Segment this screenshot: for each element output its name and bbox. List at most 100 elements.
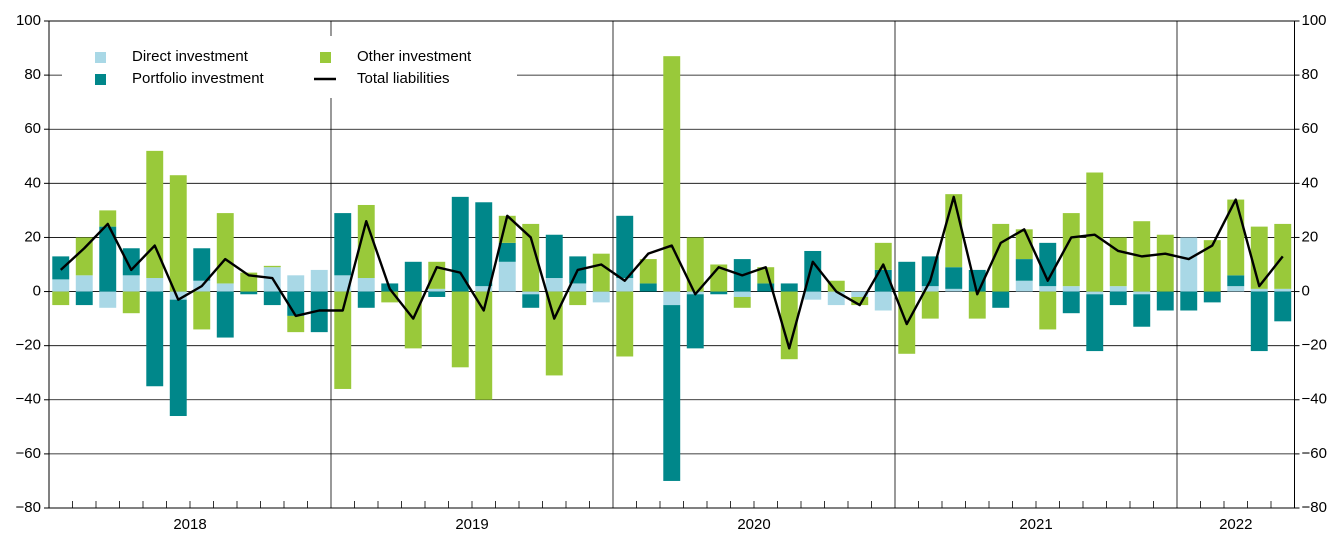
bar	[451, 291, 469, 368]
bar	[569, 283, 587, 292]
bar	[240, 291, 258, 295]
y2-tick-label: 100	[1302, 12, 1327, 29]
bar	[851, 291, 869, 297]
bar	[921, 291, 939, 319]
bar	[169, 291, 187, 300]
y-tick-label: 60	[24, 120, 41, 137]
bar	[898, 261, 916, 292]
bar	[428, 288, 446, 292]
bar	[757, 283, 775, 292]
bar	[945, 267, 963, 289]
bar	[146, 291, 164, 387]
bar	[334, 291, 352, 389]
bar	[522, 291, 540, 295]
y2-tick-label: 40	[1302, 174, 1319, 191]
bar	[357, 204, 375, 279]
bar	[357, 278, 375, 292]
bar	[428, 291, 446, 297]
y2-tick-label: 0	[1302, 283, 1310, 300]
bar	[639, 259, 657, 284]
bar	[287, 291, 305, 316]
bar	[52, 256, 70, 280]
bar	[545, 278, 563, 292]
bar	[146, 150, 164, 279]
bar	[498, 242, 516, 262]
y-tick-label: −40	[16, 391, 41, 408]
bar	[357, 291, 375, 308]
plot-frame	[48, 20, 1295, 509]
bar	[52, 291, 70, 306]
x-tick-label: 2020	[737, 516, 770, 533]
bar	[1062, 286, 1080, 292]
bar	[616, 291, 634, 357]
x-tick-label: 2018	[173, 516, 206, 533]
y2-tick-label: 20	[1302, 228, 1319, 245]
y2-tick-label: −60	[1302, 445, 1327, 462]
legend-box	[62, 36, 517, 98]
bar	[592, 291, 610, 303]
bar	[1203, 240, 1221, 292]
bar	[1086, 291, 1104, 295]
bar	[710, 291, 728, 295]
x-tick-label: 2019	[455, 516, 488, 533]
bar	[287, 315, 305, 333]
bar	[475, 286, 493, 292]
bar	[945, 194, 963, 268]
bar	[1180, 291, 1198, 311]
bar	[451, 196, 469, 292]
bar	[780, 283, 798, 292]
bar	[1039, 286, 1057, 292]
bar	[122, 275, 140, 292]
legend-label: Portfolio investment	[132, 70, 265, 87]
bar	[1180, 237, 1198, 292]
bar	[1133, 291, 1151, 295]
y2-tick-label: −20	[1302, 337, 1327, 354]
bar	[569, 291, 587, 306]
bar	[780, 291, 798, 360]
bar	[1086, 172, 1104, 292]
bar	[1062, 291, 1080, 314]
bar	[804, 291, 822, 300]
bar	[851, 296, 869, 306]
bar	[1250, 291, 1268, 352]
bar	[404, 261, 422, 292]
bar	[1062, 213, 1080, 287]
bar	[1109, 291, 1127, 306]
bar	[169, 299, 187, 417]
bar	[310, 291, 328, 333]
bar	[1086, 294, 1104, 352]
bar	[146, 278, 164, 292]
bar	[310, 269, 328, 292]
bar	[616, 215, 634, 279]
bar	[1039, 291, 1057, 330]
y2-tick-label: −40	[1302, 391, 1327, 408]
line	[59, 195, 1284, 350]
legend-swatch	[320, 52, 331, 63]
bar	[169, 175, 187, 292]
bar	[545, 234, 563, 279]
bar	[1109, 237, 1127, 287]
bar	[1250, 288, 1268, 292]
bar	[827, 280, 845, 292]
bar	[686, 294, 704, 349]
legend-label: Direct investment	[132, 48, 249, 65]
bar	[263, 265, 281, 268]
bar	[240, 272, 258, 292]
y2-tick-label: −80	[1302, 499, 1327, 516]
bar	[475, 202, 493, 287]
bar	[334, 213, 352, 276]
bar	[639, 283, 657, 292]
y-tick-label: 80	[24, 66, 41, 83]
bar	[475, 291, 493, 400]
bar	[1109, 286, 1127, 292]
bar	[122, 248, 140, 276]
bar	[428, 261, 446, 289]
bar	[592, 253, 610, 292]
bar	[193, 291, 211, 330]
bar	[404, 291, 422, 349]
bar	[1156, 234, 1174, 292]
bar	[1274, 288, 1292, 292]
bar	[99, 291, 117, 308]
x-tick-label: 2022	[1219, 516, 1252, 533]
y-tick-label: 40	[24, 174, 41, 191]
